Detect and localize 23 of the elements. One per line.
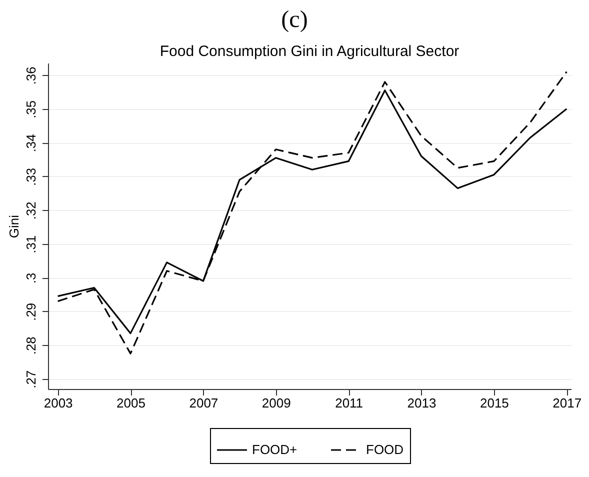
x-tick-label: 2011	[335, 396, 364, 410]
y-tick-label: .3	[24, 272, 38, 284]
chart-title: Food Consumption Gini in Agricultural Sector	[160, 43, 460, 60]
y-tick-label: .36	[24, 66, 38, 85]
x-tick-label: 2017	[552, 396, 582, 410]
y-tick-label: .29	[24, 302, 38, 321]
y-tick-label: .27	[24, 370, 38, 388]
y-tick-label: .32	[24, 202, 38, 220]
x-tick-label: 2005	[116, 396, 146, 410]
legend-label: FOOD	[366, 442, 404, 457]
y-tick-label: .28	[24, 336, 38, 355]
y-axis-title: Gini	[6, 214, 22, 238]
y-tick-label: .33	[24, 168, 38, 186]
x-tick-label: 2015	[480, 396, 509, 410]
text: (c)	[280, 6, 309, 35]
x-tick-label: 2009	[262, 396, 291, 410]
x-tick-label: 2003	[44, 396, 73, 410]
x-tick-label: 2007	[189, 396, 218, 410]
y-tick-label: .35	[24, 100, 38, 118]
legend-label: FOOD+	[252, 442, 298, 457]
x-tick-label: 2013	[407, 396, 436, 410]
y-tick-label: .34	[24, 134, 38, 152]
y-tick-label: .31	[24, 235, 38, 254]
